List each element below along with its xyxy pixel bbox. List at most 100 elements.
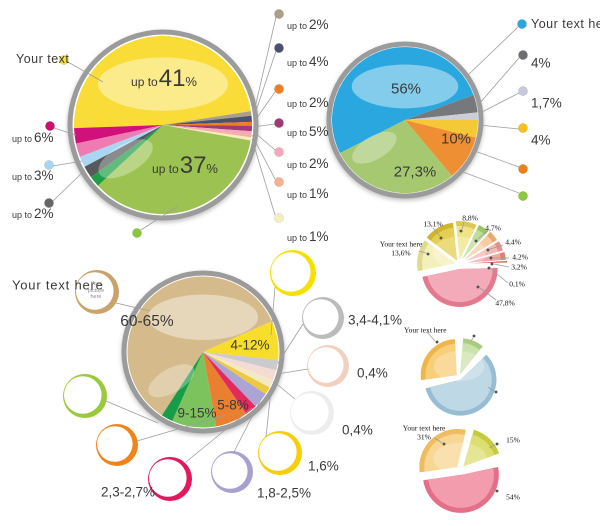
gloss-highlight xyxy=(433,351,485,382)
pie3-title-value: 13,6% xyxy=(391,249,411,258)
pie1-slice-label-37: up to37% xyxy=(152,152,218,180)
callout-value: 6% xyxy=(34,130,54,145)
pie2-slice-label-56: 56% xyxy=(390,80,422,98)
exploded-pie-pastel-blue xyxy=(420,338,497,416)
gloss-highlight xyxy=(351,64,459,109)
pie2-callout-4pct-b: 4% xyxy=(531,132,551,148)
pie1-callout-r3: up to 2% xyxy=(287,94,329,112)
pie2-callout-your-text-here: Your text here xyxy=(531,17,600,31)
ring-circle xyxy=(148,457,192,501)
pie-slice xyxy=(419,429,466,473)
pie3-title: Your text here 13,6% xyxy=(380,240,423,259)
pie-slice xyxy=(339,120,452,193)
ring-circle xyxy=(270,250,316,296)
pie2-slice-label-10: 10% xyxy=(440,130,472,148)
pie-slice xyxy=(332,46,474,154)
pie3-label-8-8: 8,8% xyxy=(462,213,478,223)
pie-slice xyxy=(163,111,252,125)
pie-slice xyxy=(422,267,498,307)
pie1-callout-r4: up to 5% xyxy=(287,123,329,141)
callout-prefix: up to xyxy=(287,21,308,31)
gloss-highlight xyxy=(98,57,228,111)
pie1-callout-r5: up to 2% xyxy=(287,155,329,173)
callout-prefix: up to xyxy=(12,210,33,220)
pie-slice xyxy=(203,352,256,414)
ring-circle xyxy=(302,297,344,339)
pie4-title: Your text here xyxy=(404,325,447,335)
pie3-label-47-8: 47,8% xyxy=(495,298,515,308)
callout-prefix: up to xyxy=(287,233,308,243)
callout-prefix: up to xyxy=(287,58,308,68)
pie2-callout-1-7pct: 1,7% xyxy=(531,95,562,111)
ring-circle xyxy=(96,424,138,466)
pie-slice xyxy=(405,120,476,176)
glossy-pie-blue xyxy=(326,41,484,199)
pie3-label-4-4: 4,4% xyxy=(505,237,521,247)
pie-slice xyxy=(91,125,163,186)
pie-slice xyxy=(163,121,253,126)
pie-slice xyxy=(161,352,203,421)
pie-slice xyxy=(405,95,478,120)
pie6-ring-label-0-4-a: 0,4% xyxy=(357,365,388,381)
ring-circle xyxy=(258,431,302,475)
pie6-title: Your text here xyxy=(12,277,104,293)
pie-slice xyxy=(425,354,497,416)
gloss-highlight xyxy=(148,364,195,398)
pie6-ring-label-3-4-4-1: 3,4-4,1% xyxy=(348,312,403,328)
pie3-label-0-1: 0,1% xyxy=(509,279,525,289)
callout-value: 3% xyxy=(34,168,54,183)
pie-slice xyxy=(172,352,217,428)
pie1-callout-r7: up to 1% xyxy=(287,228,329,246)
pie6-ring-label-2-3-2-7: 2,3-2,7% xyxy=(101,484,156,500)
pie-slice xyxy=(203,352,277,381)
pie1-callout-r1: up to 2% xyxy=(287,16,329,34)
pie-slice xyxy=(467,251,506,263)
pie1-callout-r6: up to 1% xyxy=(287,185,329,203)
pie-slice xyxy=(463,429,500,467)
callout-prefix: up to xyxy=(287,160,308,170)
pie-slice xyxy=(405,120,478,138)
pie5-title-text: Your text here xyxy=(402,423,446,433)
pie-slice xyxy=(203,352,279,371)
pie-slice xyxy=(417,240,456,272)
pie5-label-54: 54% xyxy=(506,492,520,502)
pie3-label-4-7: 4,7% xyxy=(485,223,501,233)
slice-label-number: 37 xyxy=(179,152,207,179)
pie-slice xyxy=(203,321,279,360)
pie-slice xyxy=(73,36,251,129)
slice-label-prefix: up to xyxy=(131,75,158,89)
pie6-slice-label-4-12: 4-12% xyxy=(230,337,270,353)
pie-slice xyxy=(468,260,507,264)
callout-value: 2% xyxy=(34,206,54,221)
pie3-label-3-2: 3,2% xyxy=(511,262,527,272)
pie3-label-13-1: 13,1% xyxy=(423,219,443,229)
glossy-pie-yellow-green xyxy=(67,29,259,221)
pie-slice xyxy=(75,125,163,157)
pie-slice xyxy=(460,338,483,375)
pie-slice xyxy=(203,352,247,427)
pie3-title-text: Your text here xyxy=(379,239,423,249)
pie-slice xyxy=(163,115,252,125)
pie-slice xyxy=(127,276,272,416)
exploded-pie-pink xyxy=(419,429,500,513)
connector-lines xyxy=(52,16,520,492)
pie5-title-value: 31% xyxy=(417,433,431,442)
pie6-ring-label-0-4-b: 0,4% xyxy=(342,422,373,438)
pie-slice xyxy=(466,241,503,261)
pie-slice xyxy=(97,125,251,215)
ring-circle xyxy=(211,451,253,493)
pie-slice xyxy=(163,125,252,138)
pie-slice xyxy=(163,125,252,141)
callout-value: 2% xyxy=(309,156,329,171)
pie1-callout-r2: up to 4% xyxy=(287,53,329,71)
pie-slice xyxy=(163,125,252,132)
pie-slice xyxy=(84,125,163,178)
ring-circle xyxy=(63,374,107,418)
pie1-callout-your-text: Your text xyxy=(16,52,70,66)
callout-dots xyxy=(44,9,528,493)
callout-value: 1% xyxy=(309,186,329,201)
gloss-highlight xyxy=(352,131,397,164)
callout-prefix: up to xyxy=(287,190,308,200)
